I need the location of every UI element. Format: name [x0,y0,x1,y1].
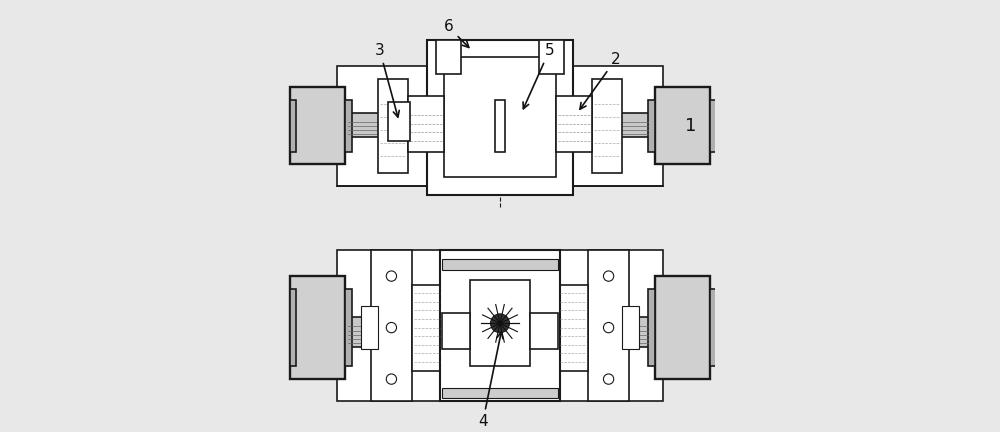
Bar [648,100,655,152]
Bar [710,100,717,152]
Bar [655,87,710,165]
Bar [436,40,461,74]
Circle shape [491,314,509,333]
Bar [588,250,629,400]
Bar [290,276,345,379]
Bar [412,285,442,371]
Bar [427,40,573,194]
Bar [388,102,410,141]
Circle shape [603,374,614,384]
Bar [345,113,380,137]
Circle shape [386,322,397,333]
Bar [442,254,558,396]
Bar [622,306,639,349]
Bar [290,87,345,165]
Bar [345,317,380,347]
Bar [620,113,650,137]
Bar [655,276,710,379]
Bar [444,57,556,178]
Bar [442,313,470,349]
Text: 2: 2 [580,52,621,109]
Text: 1: 1 [685,117,697,135]
Bar [337,66,663,186]
Circle shape [603,271,614,281]
Circle shape [603,322,614,333]
Bar [592,79,622,173]
Bar [442,259,558,270]
Bar [290,289,296,366]
Bar [290,100,296,152]
Bar [337,250,663,400]
Bar [495,100,505,152]
Text: 4: 4 [478,332,503,429]
Bar [361,306,378,349]
Bar [440,250,560,400]
Circle shape [386,374,397,384]
Bar [556,96,592,152]
Text: 5: 5 [523,43,554,109]
Bar [530,313,558,349]
Bar [648,289,655,366]
Bar [378,79,408,173]
Bar [408,96,444,152]
Text: 6: 6 [444,19,469,48]
Bar [442,388,558,398]
Circle shape [386,271,397,281]
Bar [371,250,412,400]
Bar [470,280,530,366]
Bar [345,100,352,152]
Bar [620,317,650,347]
Text: 3: 3 [375,43,399,117]
Bar [710,289,717,366]
Bar [558,285,588,371]
Bar [539,40,564,74]
Bar [345,289,352,366]
